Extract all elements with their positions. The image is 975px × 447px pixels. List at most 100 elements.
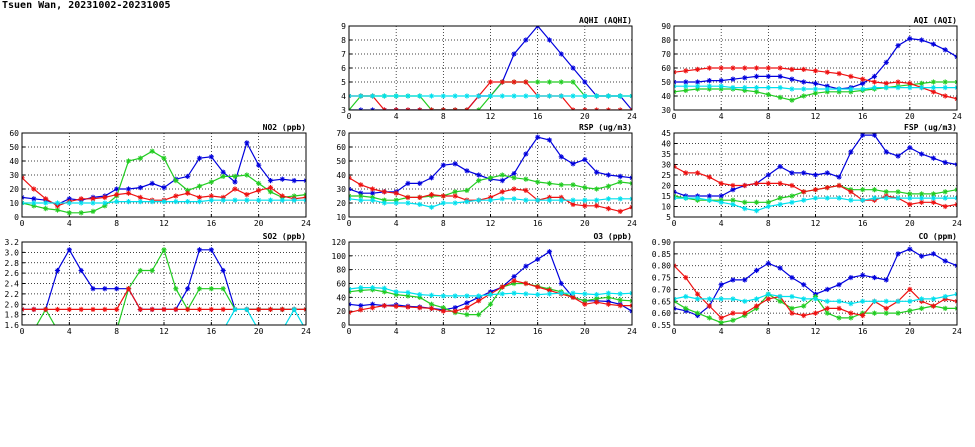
data-point-blue <box>942 47 948 53</box>
data-point-blue <box>919 151 925 157</box>
data-point-green <box>79 328 84 333</box>
data-point-red <box>836 305 842 311</box>
data-point-blue <box>753 73 760 79</box>
data-point-cyan <box>268 328 273 333</box>
data-point-red <box>452 193 458 199</box>
data-point-blue <box>730 76 736 82</box>
data-point-red <box>765 65 771 71</box>
data-point-cyan <box>232 306 238 313</box>
data-point-cyan <box>765 203 771 210</box>
data-point-green <box>777 94 783 100</box>
x-tick-label: 20 <box>905 327 915 336</box>
data-point-green <box>694 310 701 316</box>
data-point-cyan <box>777 293 783 300</box>
data-point-cyan <box>196 199 203 205</box>
data-point-cyan <box>464 293 470 299</box>
y-tick-label: 6 <box>341 64 346 73</box>
data-point-cyan <box>954 85 957 91</box>
data-point-blue <box>523 151 529 157</box>
data-point-green <box>66 210 72 216</box>
data-point-blue <box>706 193 712 199</box>
y-tick-label: 4 <box>341 92 346 101</box>
data-point-cyan <box>535 197 541 203</box>
data-point-blue <box>417 180 423 186</box>
data-point-green <box>546 79 553 85</box>
data-point-blue <box>765 73 771 79</box>
x-tick-label: 16 <box>207 219 217 228</box>
data-point-cyan <box>860 298 866 304</box>
data-point-red <box>78 196 84 202</box>
data-point-blue <box>871 274 878 281</box>
y-tick-label: 20 <box>336 307 346 316</box>
data-point-cyan <box>440 93 446 99</box>
data-point-blue <box>765 260 771 266</box>
data-point-blue <box>730 277 736 283</box>
data-point-green <box>137 267 143 274</box>
data-point-green <box>464 312 470 318</box>
page-title: Tsuen Wan, 20231002-20231005 <box>2 0 171 11</box>
series-line-blue <box>22 248 306 310</box>
data-point-green <box>730 317 736 323</box>
data-point-green <box>789 305 795 311</box>
data-point-red <box>594 299 600 305</box>
data-point-red <box>683 170 689 176</box>
data-point-red <box>753 303 760 309</box>
data-point-red <box>836 182 842 189</box>
data-point-cyan <box>824 298 830 304</box>
data-point-red <box>907 201 913 207</box>
data-point-cyan <box>895 298 901 304</box>
data-point-cyan <box>487 197 494 203</box>
data-point-cyan <box>883 85 889 91</box>
x-tick-label: 12 <box>486 219 496 228</box>
data-point-blue <box>907 145 913 151</box>
y-tick-label: 0.60 <box>652 309 671 318</box>
data-point-blue <box>196 247 203 253</box>
data-point-blue <box>629 308 632 314</box>
data-point-red <box>848 189 854 195</box>
data-point-blue <box>137 185 143 191</box>
data-point-cyan <box>452 93 458 99</box>
data-point-blue <box>208 154 214 160</box>
data-point-green <box>836 315 842 321</box>
data-point-cyan <box>801 86 807 92</box>
x-tick-label: 16 <box>858 327 868 336</box>
y-tick-label: 30 <box>661 106 671 115</box>
data-point-green <box>90 208 96 214</box>
y-tick-label: 0 <box>14 213 19 222</box>
x-tick-label: 24 <box>952 112 962 121</box>
data-point-blue <box>883 149 889 155</box>
data-point-red <box>777 180 783 186</box>
data-point-red <box>267 306 274 313</box>
data-point-blue <box>78 267 84 274</box>
data-point-blue <box>114 286 120 292</box>
data-point-red <box>440 193 446 199</box>
data-point-cyan <box>369 197 376 203</box>
data-point-cyan <box>629 196 632 202</box>
data-point-blue <box>718 78 724 84</box>
data-point-blue <box>279 176 285 182</box>
data-point-cyan <box>617 196 623 202</box>
y-tick-label: 3 <box>341 106 346 115</box>
data-point-cyan <box>871 298 878 304</box>
data-point-red <box>428 192 435 198</box>
y-tick-label: 70 <box>661 50 671 59</box>
data-point-blue <box>674 305 677 311</box>
data-point-red <box>428 305 435 311</box>
data-point-red <box>801 312 807 319</box>
plot-frame <box>21 132 307 218</box>
y-tick-label: 20 <box>336 199 346 208</box>
plot-frame <box>348 241 633 326</box>
data-point-cyan <box>535 93 541 99</box>
data-point-green <box>487 301 494 307</box>
data-point-cyan <box>617 291 623 297</box>
y-tick-label: 5 <box>341 78 346 87</box>
data-point-blue <box>907 246 913 252</box>
data-point-red <box>452 308 458 314</box>
data-point-cyan <box>605 93 612 99</box>
data-point-cyan <box>43 328 48 333</box>
y-tick-label: 40 <box>9 157 19 166</box>
data-point-blue <box>546 249 553 255</box>
data-point-cyan <box>706 197 712 203</box>
data-point-cyan <box>511 93 517 99</box>
data-point-cyan <box>919 85 925 91</box>
